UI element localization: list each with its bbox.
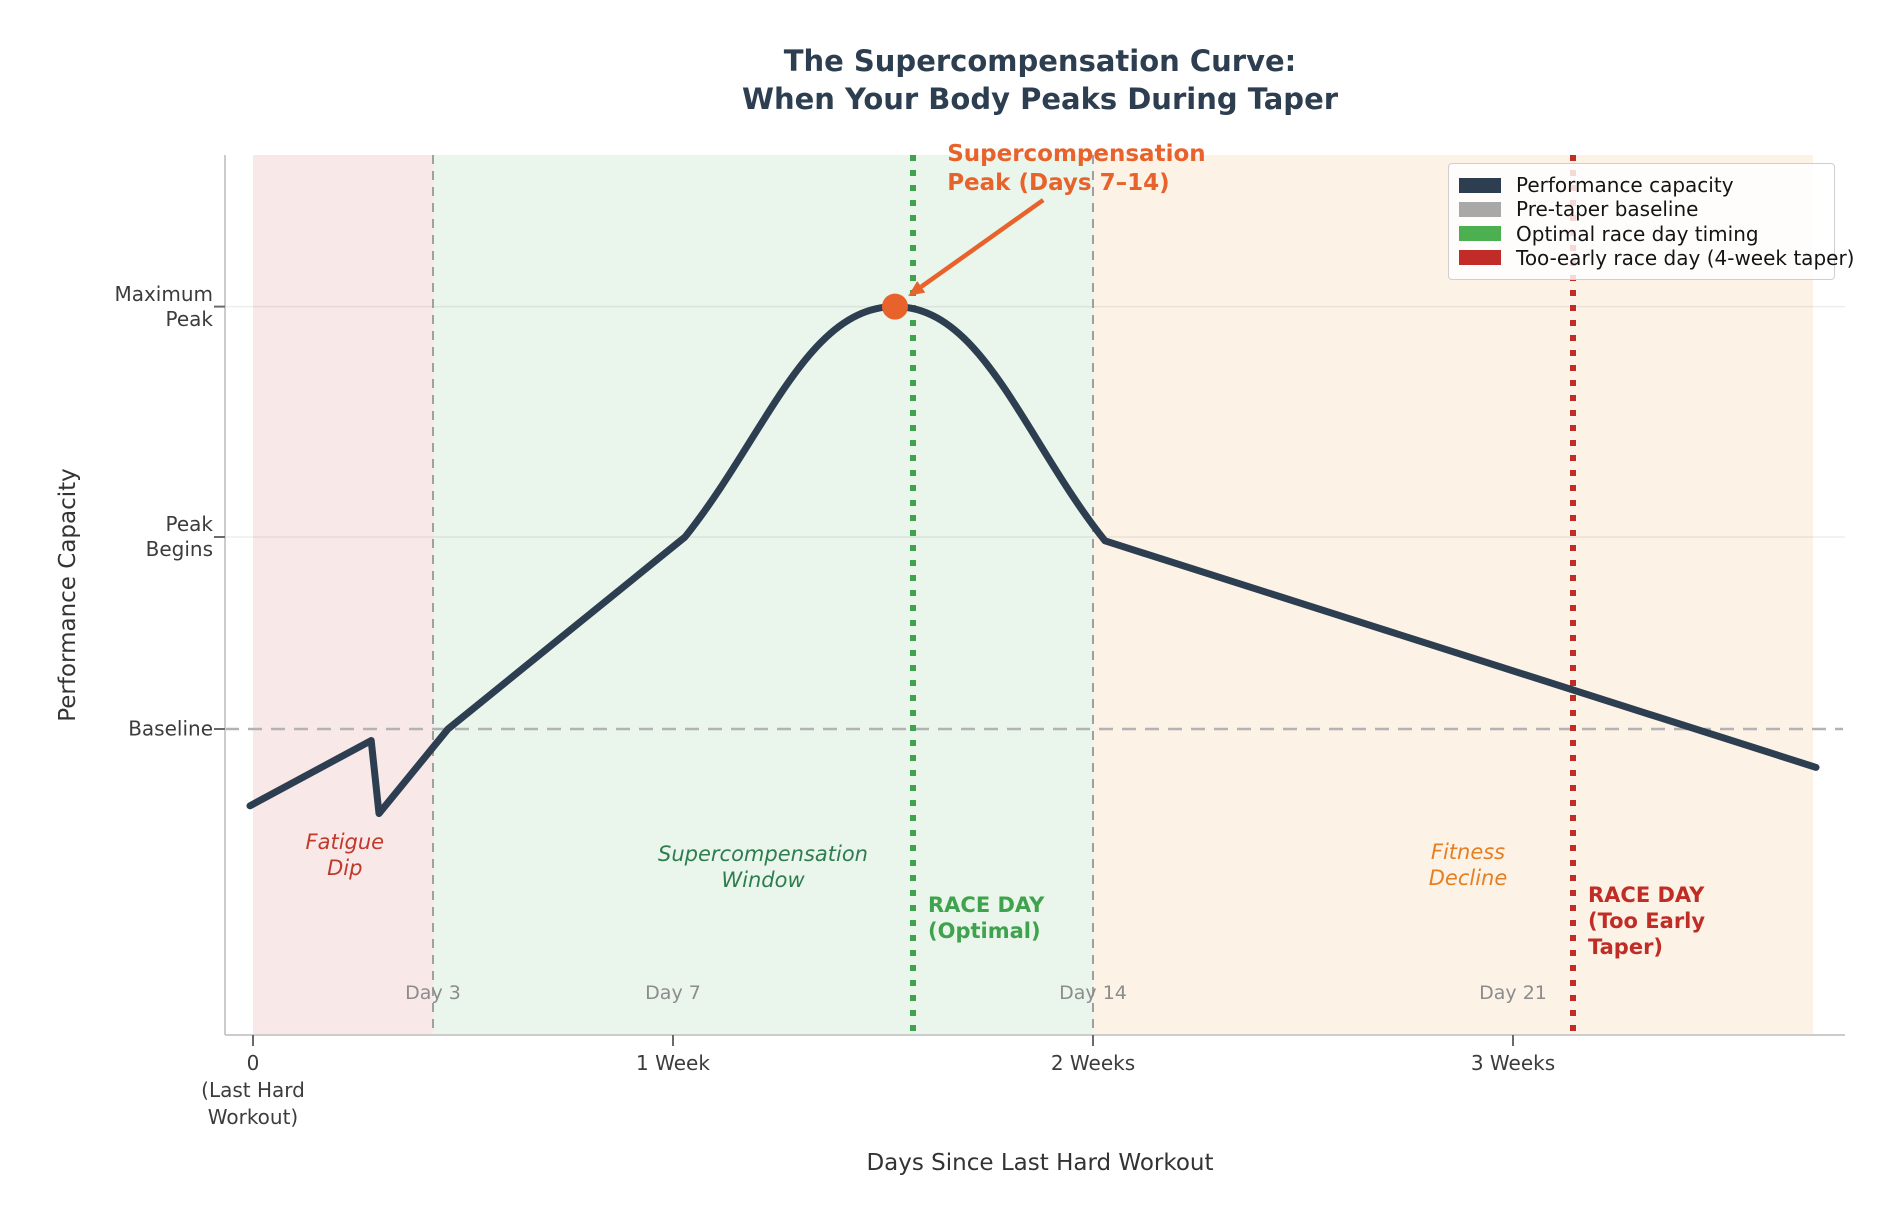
- x-tick-label: 1 Week: [636, 1051, 710, 1075]
- day-label: Day 3: [405, 982, 461, 1004]
- y-tick-label: Peak Begins: [145, 512, 213, 561]
- x-axis-label: Days Since Last Hard Workout: [866, 1150, 1214, 1176]
- legend-item: Too-early race day (4-week taper): [1459, 246, 1854, 270]
- annotation-fatigue-dip: Fatigue Dip: [305, 829, 385, 880]
- legend-item: Performance capacity: [1459, 173, 1820, 197]
- legend-label: Optimal race day timing: [1516, 221, 1759, 246]
- y-tick-label: Maximum Peak: [114, 281, 213, 331]
- chart-title: The Supercompensation Curve: When Your B…: [741, 44, 1339, 116]
- peak-marker-dot: [882, 293, 908, 320]
- x-tick-label: 0 (Last Hard Workout): [201, 1051, 305, 1129]
- legend: Performance capacity Pre-taper baseline Op…: [1448, 163, 1854, 280]
- legend-swatch: [1459, 177, 1501, 193]
- legend-label: Performance capacity: [1516, 173, 1734, 198]
- fatigue-dip-region: [253, 155, 433, 1035]
- fitness-decline-region: [1093, 155, 1813, 1035]
- annotation-supercompensation-peak: Supercompensation Peak (Days 7–14): [947, 140, 1206, 196]
- annotation-fitness-decline: Fitness Decline: [1428, 840, 1508, 891]
- annotation-race-day-optimal: RACE DAY (Optimal): [928, 893, 1045, 944]
- legend-item: Pre-taper baseline: [1459, 197, 1820, 221]
- peak-arrow-line: [919, 198, 1045, 289]
- y-axis-label: Performance Capacity: [55, 468, 81, 722]
- annotation-race-day-too-early: RACE DAY (Too Early Taper): [1588, 883, 1706, 959]
- legend-label: Too-early race day (4-week taper): [1516, 245, 1855, 270]
- supercompensation-region: [433, 155, 1093, 1035]
- annotation-supercompensation-window: Supercompensation Window: [658, 842, 868, 893]
- day-label: Day 14: [1059, 982, 1127, 1004]
- legend-swatch: [1459, 250, 1501, 266]
- y-tick-label: Baseline: [128, 716, 213, 741]
- peak-arrow-head: [908, 281, 926, 297]
- x-tick-label: 3 Weeks: [1470, 1051, 1556, 1075]
- legend-swatch: [1459, 201, 1501, 217]
- legend-item: Optimal race day timing: [1459, 222, 1820, 246]
- x-tick-label: 2 Weeks: [1050, 1051, 1136, 1075]
- legend-label: Pre-taper baseline: [1516, 197, 1699, 222]
- day-label: Day 7: [645, 982, 701, 1004]
- day-label: Day 21: [1479, 982, 1547, 1004]
- legend-swatch: [1459, 226, 1501, 242]
